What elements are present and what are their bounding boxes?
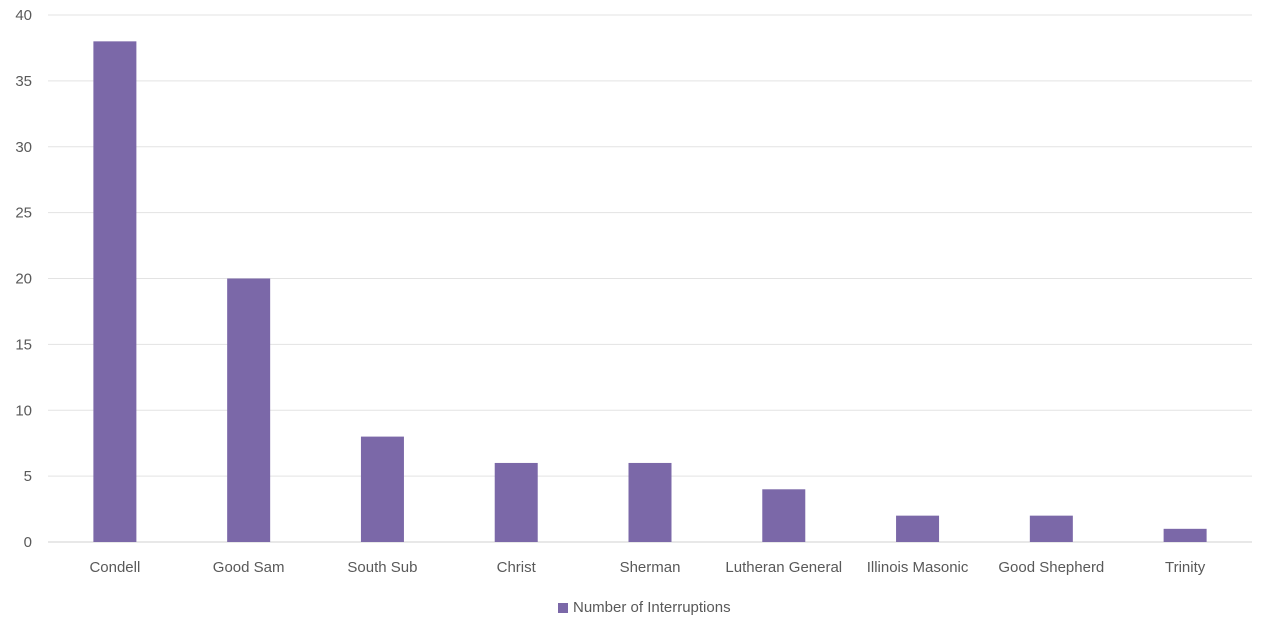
x-category-label: Good Sam <box>213 559 285 576</box>
y-tick-label: 5 <box>24 468 32 485</box>
x-category-label: South Sub <box>347 559 417 576</box>
y-tick-label: 0 <box>24 534 32 551</box>
x-category-label: Good Shepherd <box>998 559 1104 576</box>
legend-label: Number of Interruptions <box>573 599 731 616</box>
bar <box>494 462 538 542</box>
x-category-label: Sherman <box>620 559 681 576</box>
legend: Number of Interruptions <box>558 599 731 616</box>
bar <box>93 41 137 542</box>
x-category-label: Christ <box>497 559 537 576</box>
y-tick-label: 10 <box>15 402 32 419</box>
bar <box>628 462 672 542</box>
bar <box>1163 528 1207 542</box>
y-tick-label: 25 <box>15 205 32 222</box>
bar <box>896 515 940 542</box>
y-tick-label: 35 <box>15 73 32 90</box>
x-category-label: Trinity <box>1165 559 1206 576</box>
x-axis-category-labels: Condell Good Sam South Sub Christ Sherman Lut… <box>89 559 1205 576</box>
bar <box>762 489 806 542</box>
y-tick-label: 30 <box>15 139 32 156</box>
y-tick-label: 15 <box>15 336 32 353</box>
x-category-label: Lutheran General <box>725 559 842 576</box>
y-axis-tick-labels: 0 5 10 15 20 25 30 35 40 <box>15 7 32 551</box>
bar <box>1029 515 1073 542</box>
bar <box>360 436 404 542</box>
legend-swatch <box>558 603 568 613</box>
bar <box>227 278 271 542</box>
bars <box>93 41 1207 542</box>
x-category-label: Illinois Masonic <box>867 559 969 576</box>
y-tick-label: 20 <box>15 271 32 288</box>
y-tick-label: 40 <box>15 7 32 24</box>
x-category-label: Condell <box>89 559 140 576</box>
